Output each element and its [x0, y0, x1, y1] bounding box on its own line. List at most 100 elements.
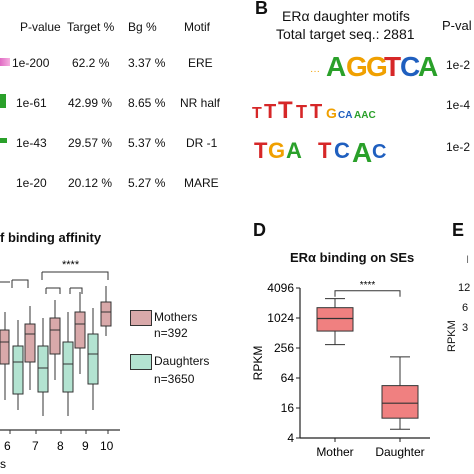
panel-d-title: ERα binding on SEs	[290, 250, 415, 265]
x-tick-label: Daughter	[375, 445, 424, 459]
panel-e-title-fragment: I	[466, 254, 470, 266]
panel-letter-b: B	[255, 0, 268, 18]
row2-target: 42.99 %	[68, 96, 113, 110]
logo-letter: T	[318, 138, 332, 163]
logo-letter: G	[326, 105, 337, 121]
legend-label-daughters: Daughters	[154, 354, 210, 368]
logo-letter: T	[254, 138, 268, 163]
panel-letter-d: D	[253, 220, 266, 240]
box-mothers	[100, 301, 112, 327]
row4-motif: MARE	[184, 176, 219, 190]
logo-letter: T	[252, 105, 262, 122]
row3-pvalue: 1e-43	[16, 136, 47, 150]
panel-c-title: f binding affinity	[0, 230, 102, 245]
box-pair-6	[0, 312, 24, 410]
logo-letter-c: C	[400, 51, 420, 82]
logo-letter-t: T	[384, 51, 401, 82]
row1-target: 62.2 %	[72, 56, 110, 70]
legend-count-daughters: n=3650	[154, 372, 195, 386]
panel-b-pvalue-header: P-val	[442, 18, 472, 33]
y-axis-label: RPKM	[251, 346, 265, 381]
motif-logo-fragment	[0, 58, 10, 66]
panel-e-ylabel: RPKM	[446, 320, 458, 352]
row1-motif: ERE	[188, 56, 213, 70]
logo-letter: T	[278, 97, 293, 124]
box-daughters	[12, 345, 24, 395]
logo-letter: AAC	[354, 110, 376, 121]
row1-pvalue: 1e-200	[12, 56, 50, 70]
motif-logo-3: T G A T C A C	[254, 137, 386, 168]
x-tick-10: 10	[100, 439, 114, 453]
panel-letter-e: E	[452, 220, 465, 240]
sig-bracket-main	[41, 271, 109, 280]
y-tick-label: 64	[281, 371, 295, 385]
logo-letter: C	[334, 138, 350, 163]
header-pvalue: P-value	[20, 20, 61, 34]
header-target: Target %	[67, 20, 115, 34]
logo-small-letters: ···	[310, 66, 320, 77]
panel-d-chart: 4 16 64 256 1024 4096 RPKM Mother Daughter ****	[251, 280, 430, 459]
box-pair-9	[74, 292, 99, 410]
logo-letter: T	[310, 101, 322, 123]
sig-bracket	[334, 290, 401, 297]
logo-letter: C	[372, 141, 386, 163]
row2-pvalue: 1e-61	[16, 96, 47, 110]
panel-c-plot: ****	[0, 259, 120, 471]
sig-stars: ****	[360, 280, 376, 291]
panel-e-ytick-6: 6	[462, 302, 469, 314]
sig-bracket	[69, 287, 83, 294]
logo-letter-a2: A	[418, 51, 438, 82]
legend-swatch-mothers	[130, 310, 152, 326]
box-mothers	[24, 323, 36, 363]
panel-b-pvalue-3: 1e-2	[446, 140, 471, 154]
box-mother	[316, 307, 354, 332]
box-pair-10	[100, 286, 112, 336]
logo-letter: A	[352, 137, 372, 168]
logo-letter-g2: G	[366, 51, 388, 82]
x-tick-9: 9	[82, 439, 89, 453]
row2-bg: 8.65 %	[128, 96, 166, 110]
motif-logo-2: T T T T T G CA AAC	[252, 97, 376, 124]
x-tick-6: 6	[4, 439, 11, 453]
motif-logo-fragment	[0, 94, 6, 108]
row4-target: 20.12 %	[68, 176, 113, 190]
panel-b-title-line1: ERα daughter motifs	[282, 8, 410, 24]
row1-bg: 3.37 %	[128, 56, 166, 70]
row3-target: 29.57 %	[68, 136, 113, 150]
x-axis-label-fragment: s	[0, 457, 6, 471]
legend-label-mothers: Mothers	[154, 310, 198, 324]
y-tick-label: 16	[281, 401, 295, 415]
sig-bracket	[11, 279, 29, 288]
legend-count-mothers: n=392	[154, 326, 188, 340]
row2-motif: NR half	[180, 96, 221, 110]
header-bg: Bg %	[128, 20, 157, 34]
box-daughters	[87, 333, 99, 385]
logo-letter: T	[264, 101, 276, 123]
box-pair-7	[24, 306, 49, 416]
panel-b-pvalue-1: 1e-2	[446, 58, 471, 72]
legend-swatch-daughters	[130, 354, 152, 370]
box-mothers	[49, 317, 61, 355]
logo-letter: CA	[338, 110, 352, 121]
row4-pvalue: 1e-20	[16, 176, 47, 190]
logo-letter: A	[286, 138, 302, 163]
y-tick-label: 4096	[267, 281, 294, 295]
panel-b-title-line2: Total target seq.: 2881	[276, 26, 415, 42]
panel-e-ytick-12: 12	[458, 282, 471, 294]
sig-bracket	[45, 287, 61, 294]
y-tick-label: 256	[274, 341, 294, 355]
sig-stars: ****	[62, 259, 80, 271]
y-tick-label: 1024	[267, 311, 294, 325]
box-daughters	[62, 341, 74, 393]
logo-letter: T	[296, 102, 307, 122]
header-motif: Motif	[184, 20, 211, 34]
box-mothers	[74, 311, 86, 349]
motif-logos: ··· A G G T C A T T T T T G CA AAC T G A…	[252, 51, 438, 168]
x-tick-label: Mother	[316, 445, 353, 459]
box-mothers	[0, 329, 10, 365]
box-daughter	[381, 385, 419, 419]
x-tick-8: 8	[57, 439, 64, 453]
logo-letter-g: G	[346, 51, 368, 82]
box-pair-8	[49, 300, 74, 416]
x-tick-7: 7	[32, 439, 39, 453]
